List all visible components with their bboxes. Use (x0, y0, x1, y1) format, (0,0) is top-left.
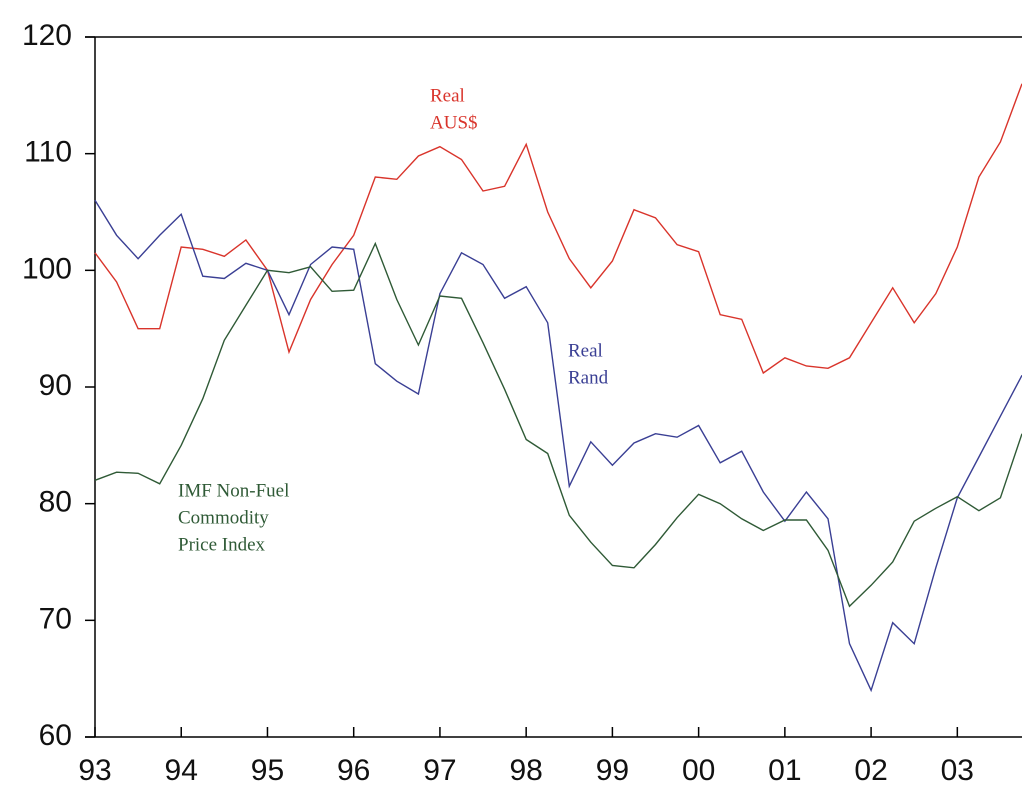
annotation: AUS$ (430, 112, 478, 133)
annotation: IMF Non-Fuel (178, 480, 289, 501)
annotation: Real (568, 340, 603, 361)
annotation: Commodity (178, 507, 269, 528)
x-tick-label: 99 (596, 754, 629, 787)
y-tick-label: 70 (39, 602, 72, 635)
x-tick-label: 02 (854, 754, 887, 787)
annotation: Real (430, 85, 465, 106)
y-tick-label: 120 (22, 19, 72, 52)
annotation: Rand (568, 367, 609, 388)
annotation: Price Index (178, 534, 266, 555)
series-line (94, 241, 1022, 608)
x-tick-label: 01 (768, 754, 801, 787)
series-line (94, 83, 1022, 375)
x-tick-label: 93 (78, 754, 111, 787)
x-tick-label: 98 (509, 754, 542, 787)
x-tick-label: 96 (337, 754, 370, 787)
y-tick-label: 60 (39, 719, 72, 752)
x-tick-label: 95 (251, 754, 284, 787)
x-tick-label: 03 (941, 754, 974, 787)
x-tick-label: 97 (423, 754, 456, 787)
y-tick-label: 80 (39, 486, 72, 519)
y-tick-label: 100 (22, 252, 72, 285)
series-line (94, 199, 1022, 693)
y-tick-label: 110 (24, 136, 72, 169)
x-tick-label: 00 (682, 754, 715, 787)
y-tick-label: 90 (39, 369, 72, 402)
x-tick-label: 94 (165, 754, 198, 787)
